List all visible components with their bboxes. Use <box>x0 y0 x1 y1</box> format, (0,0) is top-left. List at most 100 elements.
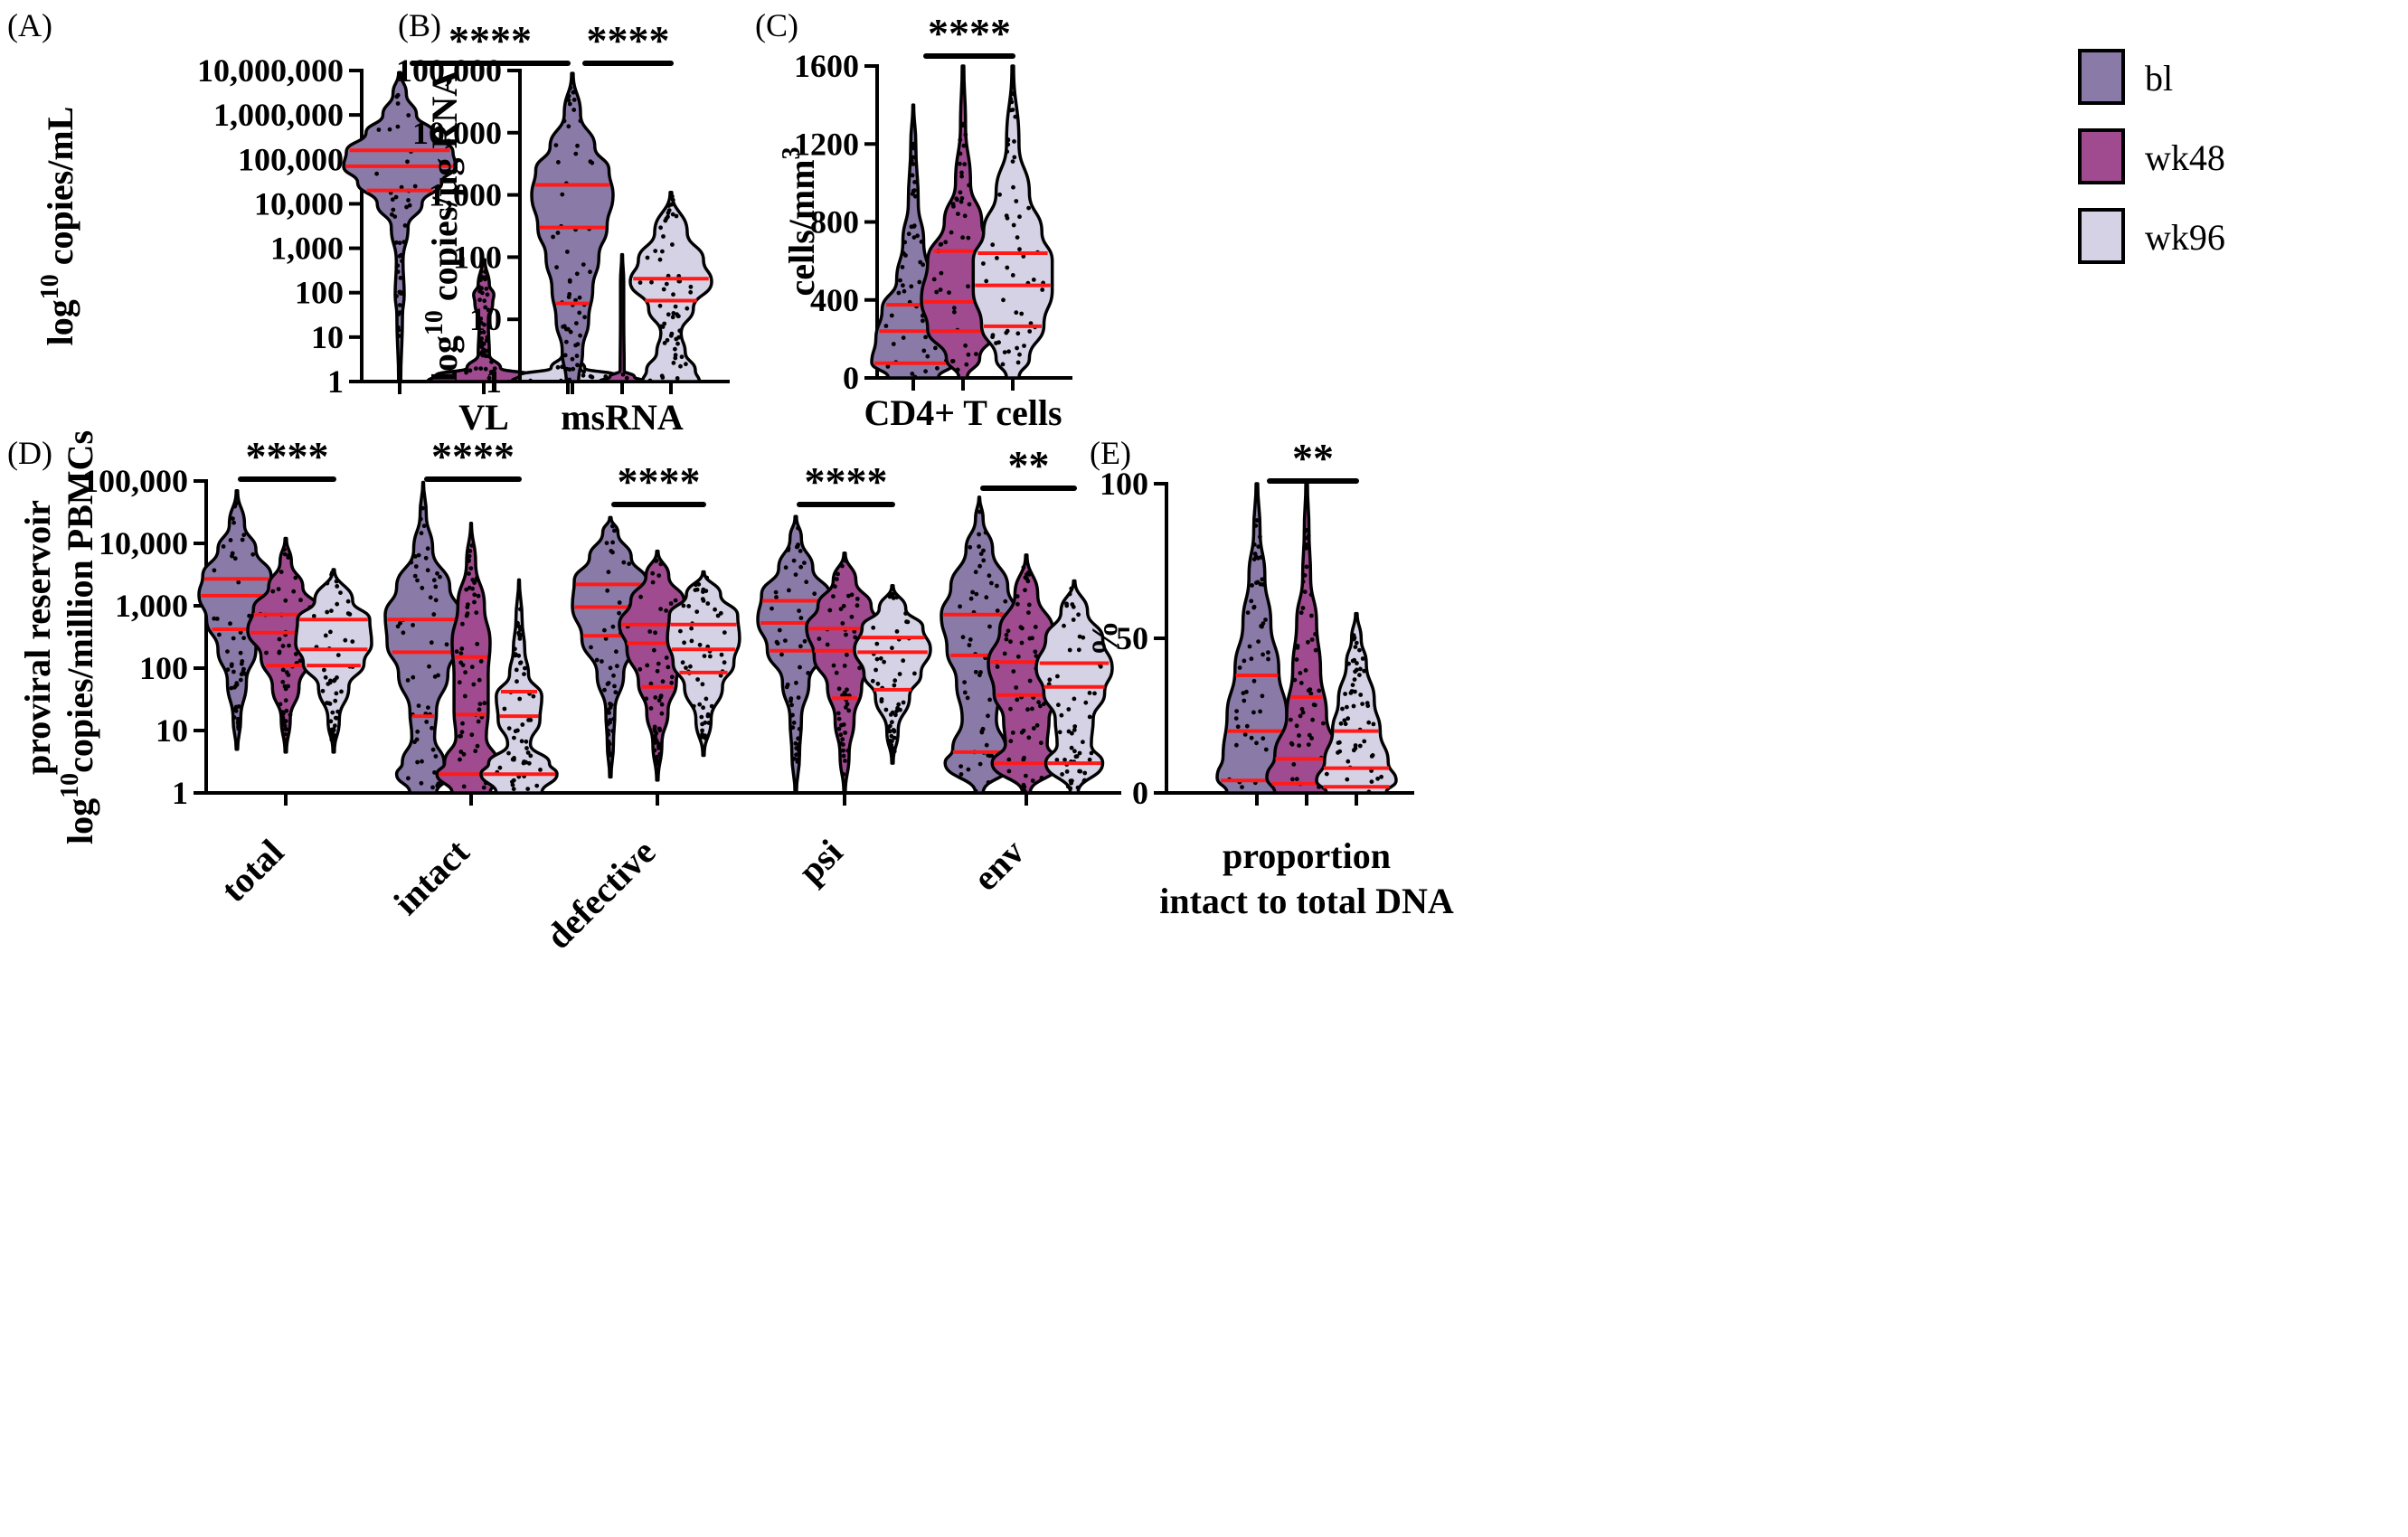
violin-E-wk96 <box>1315 611 1398 795</box>
data-point <box>1020 626 1025 631</box>
data-point <box>420 505 425 511</box>
data-point <box>467 553 472 559</box>
data-point <box>1015 697 1020 702</box>
data-point <box>910 173 915 178</box>
y-tick-label: 10 <box>311 319 344 355</box>
data-point <box>525 750 531 755</box>
data-point <box>664 608 668 613</box>
data-point <box>1026 610 1031 615</box>
data-point <box>1026 602 1032 608</box>
data-point <box>892 683 897 688</box>
data-point <box>396 334 401 338</box>
data-point <box>328 678 333 684</box>
data-point <box>989 753 995 759</box>
data-point <box>955 367 960 372</box>
data-point <box>1242 658 1247 664</box>
data-point <box>339 689 344 694</box>
data-point <box>662 341 667 345</box>
data-point <box>1357 647 1362 653</box>
data-point <box>291 589 297 594</box>
data-point <box>523 665 527 671</box>
data-point <box>602 627 607 633</box>
data-point <box>515 620 520 626</box>
data-point <box>654 759 659 764</box>
data-point <box>602 687 607 693</box>
data-point <box>575 143 580 148</box>
data-point <box>1261 652 1265 657</box>
data-point <box>331 727 336 731</box>
data-point <box>405 678 411 683</box>
data-point <box>478 278 483 283</box>
data-point <box>421 523 427 529</box>
x-category-label: total <box>213 832 292 910</box>
data-point <box>770 606 774 611</box>
data-point <box>228 621 232 627</box>
data-point <box>970 589 975 595</box>
data-point <box>476 593 481 599</box>
data-point <box>786 545 791 551</box>
panel-label-A: (A) <box>7 7 52 43</box>
data-point <box>463 670 467 674</box>
data-point <box>974 591 979 597</box>
data-point <box>984 595 989 600</box>
data-point <box>1077 750 1082 756</box>
data-point <box>1343 721 1348 727</box>
data-point <box>688 289 694 295</box>
data-point <box>607 711 611 715</box>
data-point <box>853 635 858 640</box>
violin-body-wk96 <box>971 64 1054 380</box>
data-point <box>334 733 338 739</box>
y-tick-label: 1 <box>327 363 344 400</box>
y-tick-label: 800 <box>810 204 859 240</box>
data-point <box>1014 199 1019 203</box>
data-point <box>518 627 523 632</box>
data-point <box>470 586 475 591</box>
data-point <box>958 137 963 143</box>
data-point <box>1017 247 1022 252</box>
data-point <box>718 673 723 678</box>
data-point <box>1309 736 1314 740</box>
data-point <box>846 708 852 713</box>
data-point <box>555 231 561 235</box>
data-point <box>888 723 892 729</box>
data-point <box>328 719 334 724</box>
data-point <box>483 305 488 310</box>
data-point <box>516 630 521 636</box>
data-point <box>892 748 897 753</box>
legend-label-bl: bl <box>2145 58 2173 99</box>
data-point <box>510 782 515 787</box>
data-point <box>1008 706 1013 712</box>
data-point <box>909 158 914 164</box>
data-point <box>898 278 902 283</box>
violin-body-wk48 <box>805 551 884 795</box>
data-point <box>1245 610 1251 615</box>
significance-stars-D2: **** <box>618 458 701 504</box>
violin-D2-wk96 <box>666 570 741 758</box>
data-point <box>1258 709 1262 714</box>
data-point <box>613 690 619 695</box>
data-point <box>1338 721 1344 726</box>
data-point <box>392 214 398 220</box>
data-point <box>229 685 234 691</box>
data-point <box>1313 632 1317 636</box>
data-point <box>990 242 996 248</box>
data-point <box>923 369 928 374</box>
data-point <box>387 127 392 132</box>
data-point <box>1233 716 1239 721</box>
x-category-label: intact to total DNA <box>1159 881 1454 921</box>
data-point <box>1075 785 1081 790</box>
data-point <box>466 602 470 607</box>
data-point <box>662 321 667 326</box>
data-point <box>461 751 467 757</box>
data-point <box>464 587 469 592</box>
data-point <box>704 575 710 580</box>
data-point <box>1251 557 1257 561</box>
data-point <box>606 570 611 575</box>
data-point <box>1357 673 1362 677</box>
data-point <box>513 729 518 734</box>
data-point <box>889 742 894 748</box>
data-point <box>792 756 797 761</box>
data-point <box>525 787 531 791</box>
data-point <box>798 616 804 620</box>
data-point <box>610 624 616 629</box>
